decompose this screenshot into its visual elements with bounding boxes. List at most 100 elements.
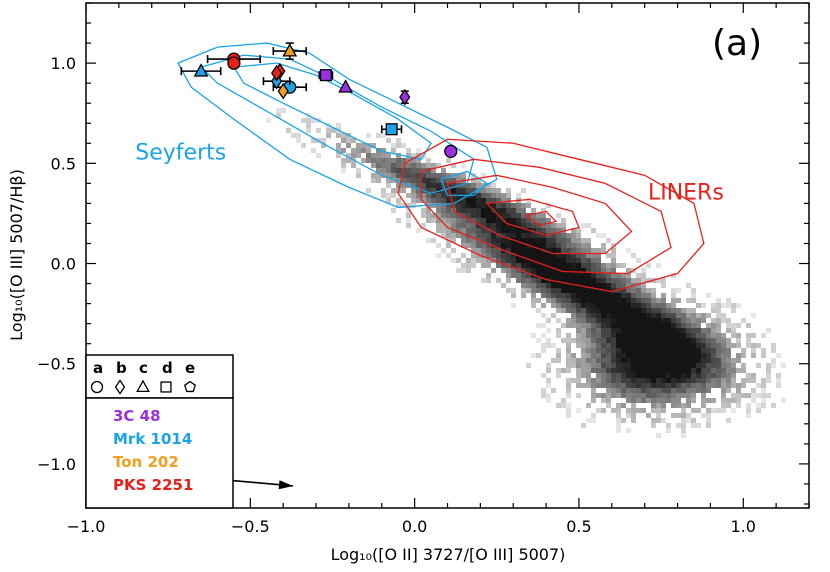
density-pixel — [751, 353, 756, 358]
density-pixel — [471, 243, 476, 248]
density-pixel — [596, 343, 601, 348]
density-pixel — [586, 348, 591, 353]
density-pixel — [581, 323, 586, 328]
shape-legend-box — [85, 354, 234, 399]
density-pixel — [576, 278, 581, 283]
density-pixel — [521, 293, 526, 298]
density-pixel — [641, 318, 646, 323]
density-pixel — [661, 378, 666, 383]
density-pixel — [396, 218, 401, 223]
density-pixel — [741, 363, 746, 368]
density-pixel — [581, 278, 586, 283]
density-pixel — [491, 213, 496, 218]
density-pixel — [556, 238, 561, 243]
density-pixel — [611, 263, 616, 268]
density-pixel — [571, 318, 576, 323]
density-pixel — [541, 323, 546, 328]
density-pixel — [761, 403, 766, 408]
density-pixel — [711, 348, 716, 353]
density-pixel — [656, 358, 661, 363]
density-pixel — [581, 243, 586, 248]
density-pixel — [521, 218, 526, 223]
density-pixel — [671, 368, 676, 373]
density-pixel — [706, 418, 711, 423]
density-pixel — [311, 138, 316, 143]
density-pixel — [596, 323, 601, 328]
density-pixel — [556, 278, 561, 283]
density-pixel — [616, 408, 621, 413]
density-pixel — [686, 298, 691, 303]
density-pixel — [551, 228, 556, 233]
density-pixel — [506, 243, 511, 248]
density-pixel — [716, 303, 721, 308]
density-pixel — [636, 288, 641, 293]
density-pixel — [736, 358, 741, 363]
density-pixel — [601, 393, 606, 398]
data-point-triangle — [193, 63, 209, 77]
density-pixel — [721, 333, 726, 338]
legend-shape-pentagon — [184, 380, 196, 393]
density-pixel — [726, 388, 731, 393]
density-pixel — [711, 363, 716, 368]
density-pixel — [391, 158, 396, 163]
density-pixel — [421, 198, 426, 203]
density-pixel — [691, 338, 696, 343]
density-pixel — [451, 178, 456, 183]
density-pixel — [656, 388, 661, 393]
density-pixel — [751, 393, 756, 398]
density-pixel — [541, 278, 546, 283]
density-pixel — [606, 263, 611, 268]
density-pixel — [631, 338, 636, 343]
density-pixel — [436, 208, 441, 213]
density-pixel — [626, 388, 631, 393]
density-pixel — [401, 173, 406, 178]
density-pixel — [631, 328, 636, 333]
density-pixel — [566, 303, 571, 308]
density-pixel — [541, 293, 546, 298]
density-pixel — [501, 258, 506, 263]
density-pixel — [486, 183, 491, 188]
density-pixel — [546, 238, 551, 243]
density-pixel — [506, 253, 511, 258]
density-pixel — [601, 353, 606, 358]
density-pixel — [391, 178, 396, 183]
density-pixel — [521, 273, 526, 278]
density-pixel — [536, 283, 541, 288]
density-pixel — [446, 213, 451, 218]
density-pixel — [356, 148, 361, 153]
density-pixel — [571, 363, 576, 368]
density-pixel — [506, 268, 511, 273]
density-pixel — [491, 203, 496, 208]
density-pixel — [556, 233, 561, 238]
density-pixel — [561, 243, 566, 248]
density-pixel — [461, 238, 466, 243]
density-pixel — [431, 218, 436, 223]
density-pixel — [661, 358, 666, 363]
density-pixel — [461, 183, 466, 188]
density-pixel — [736, 403, 741, 408]
density-pixel — [716, 298, 721, 303]
density-pixel — [386, 183, 391, 188]
density-pixel — [626, 283, 631, 288]
liner-contour — [524, 210, 558, 227]
density-pixel — [311, 118, 316, 123]
density-pixel — [736, 333, 741, 338]
density-pixel — [661, 323, 666, 328]
density-pixel — [531, 333, 536, 338]
density-pixel — [616, 423, 621, 428]
density-pixel — [686, 368, 691, 373]
density-pixel — [636, 318, 641, 323]
density-pixel — [471, 208, 476, 213]
legend-3c48: 3C 48 — [113, 407, 161, 425]
density-pixel — [641, 383, 646, 388]
density-pixel — [756, 363, 761, 368]
density-pixel — [586, 288, 591, 293]
density-pixel — [666, 358, 671, 363]
density-pixel — [751, 313, 756, 318]
density-pixel — [716, 313, 721, 318]
density-pixel — [316, 153, 321, 158]
density-pixel — [636, 373, 641, 378]
density-pixel — [366, 153, 371, 158]
density-pixel — [516, 218, 521, 223]
density-pixel — [746, 338, 751, 343]
